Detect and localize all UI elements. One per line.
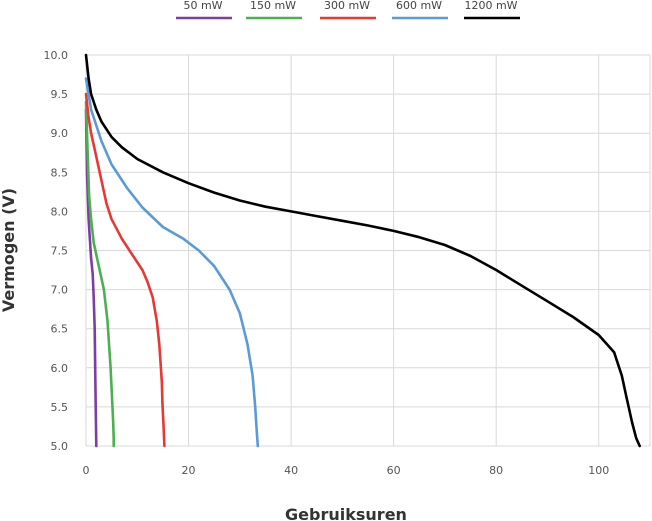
x-axis-ticks: 0 20 40 60 80 100: [83, 464, 610, 477]
series-line-150-mw: [84, 100, 115, 448]
x-tick-label: 80: [489, 464, 503, 477]
x-tick-label: 60: [387, 464, 401, 477]
legend-label: 150 mW: [250, 0, 296, 12]
x-tick-label: 100: [588, 464, 609, 477]
series-line-50-mw: [84, 108, 98, 448]
x-tick-label: 0: [83, 464, 90, 477]
y-tick-label: 9.0: [51, 127, 69, 140]
x-tick-label: 40: [284, 464, 298, 477]
y-tick-label: 5.5: [51, 401, 69, 414]
y-tick-label: 6.0: [51, 362, 69, 375]
legend-label: 1200 mW: [464, 0, 517, 12]
y-tick-label: 9.5: [51, 88, 69, 101]
y-tick-label: 6.5: [51, 323, 69, 336]
y-axis-title: Vermogen (V): [0, 188, 18, 312]
y-tick-label: 5.0: [51, 440, 69, 453]
y-tick-label: 7.0: [51, 284, 69, 297]
y-tick-label: 10.0: [44, 49, 69, 62]
grid: [85, 54, 651, 447]
series-line-300-mw: [84, 92, 166, 448]
series-line-600-mw: [84, 77, 260, 448]
series-line-1200-mw: [84, 53, 641, 448]
x-tick-label: 20: [182, 464, 196, 477]
y-axis-ticks: 5.0 5.5 6.0 6.5 7.0 7.5 8.0 8.5 9.0 9.5 10.0: [44, 49, 69, 453]
y-tick-label: 7.5: [51, 245, 69, 258]
series-lines: [84, 53, 641, 448]
y-tick-label: 8.5: [51, 166, 69, 179]
x-axis-title: Gebruiksuren: [285, 505, 407, 521]
legend-label: 600 mW: [396, 0, 442, 12]
y-tick-label: 8.0: [51, 205, 69, 218]
legend-label: 50 mW: [183, 0, 222, 12]
legend-label: 300 mW: [324, 0, 370, 12]
legend: 50 mW 150 mW 300 mW 600 mW 1200 mW: [176, 0, 520, 20]
